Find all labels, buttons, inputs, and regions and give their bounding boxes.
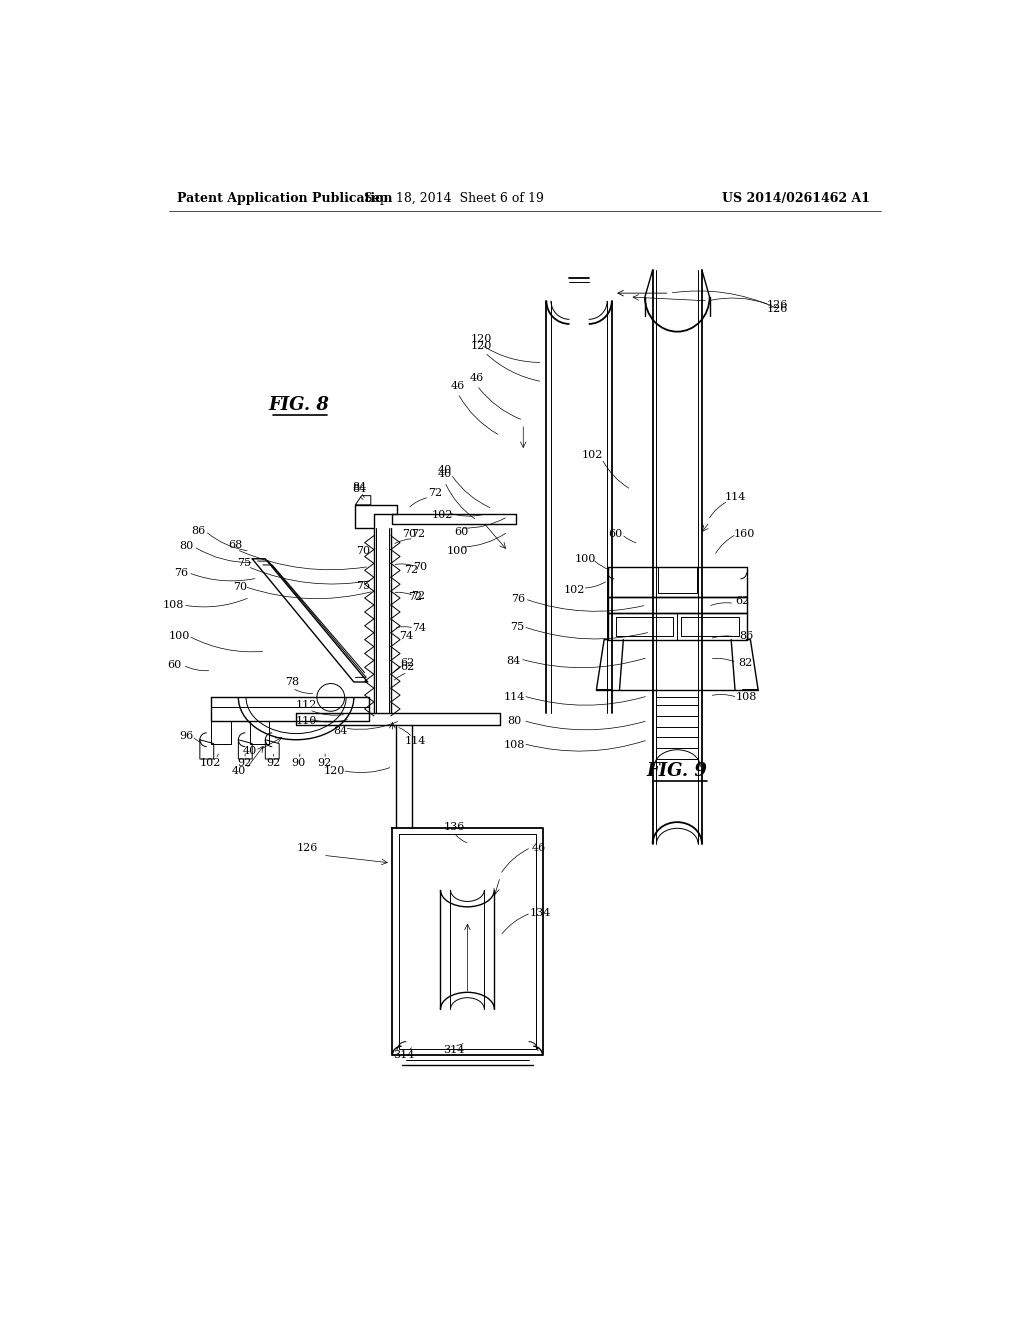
Text: 70: 70	[413, 561, 427, 572]
Text: 114: 114	[504, 693, 524, 702]
Text: 100: 100	[574, 554, 596, 564]
Text: 70: 70	[402, 529, 417, 539]
Text: 74: 74	[399, 631, 414, 640]
Text: 76: 76	[512, 594, 525, 603]
Text: 70: 70	[356, 546, 370, 556]
Text: 126: 126	[297, 842, 318, 853]
Text: 62: 62	[400, 657, 415, 668]
Text: 108: 108	[736, 693, 757, 702]
Text: 80: 80	[507, 715, 521, 726]
Text: 102: 102	[563, 585, 585, 594]
Text: 40: 40	[437, 469, 452, 479]
Text: 86: 86	[191, 527, 206, 536]
Text: 72: 72	[412, 529, 426, 539]
Text: 96: 96	[179, 731, 194, 741]
Text: 82: 82	[738, 657, 753, 668]
Text: Patent Application Publication: Patent Application Publication	[177, 191, 392, 205]
Text: 102: 102	[200, 758, 221, 768]
Text: 75: 75	[356, 581, 370, 591]
Text: 40: 40	[437, 465, 452, 475]
Text: 46: 46	[531, 843, 546, 853]
Text: 60: 60	[167, 660, 181, 671]
Text: 40: 40	[231, 766, 246, 776]
Text: 84: 84	[334, 726, 348, 735]
Text: 46: 46	[470, 372, 484, 383]
Text: 75: 75	[510, 622, 524, 631]
Text: 102: 102	[582, 450, 603, 459]
Text: 68: 68	[228, 540, 243, 550]
Text: 84: 84	[352, 482, 367, 492]
Text: 100: 100	[446, 546, 468, 556]
Text: 108: 108	[504, 741, 524, 750]
Text: 80: 80	[179, 541, 194, 552]
Text: 72: 72	[412, 591, 426, 601]
Text: 136: 136	[443, 822, 465, 832]
Text: 62: 62	[400, 661, 415, 672]
Text: 60: 60	[608, 529, 623, 539]
Text: 112: 112	[296, 700, 316, 710]
Text: 314: 314	[393, 1051, 415, 1060]
Text: 40: 40	[243, 746, 257, 756]
Text: 76: 76	[174, 568, 188, 578]
Text: 120: 120	[470, 334, 492, 345]
Text: 92: 92	[266, 758, 281, 768]
Text: 90: 90	[291, 758, 305, 768]
Text: 120: 120	[470, 341, 492, 351]
Text: FIG. 9: FIG. 9	[647, 762, 708, 780]
Text: 78: 78	[286, 677, 299, 686]
Text: 84: 84	[506, 656, 520, 667]
Text: 114: 114	[404, 735, 426, 746]
Text: 120: 120	[324, 766, 345, 776]
Text: 92: 92	[238, 758, 252, 768]
Text: 74: 74	[413, 623, 426, 634]
Text: 72: 72	[409, 593, 423, 602]
Text: 86: 86	[739, 631, 754, 640]
Text: 72: 72	[428, 488, 441, 499]
Text: FIG. 8: FIG. 8	[268, 396, 329, 413]
Text: 72: 72	[404, 565, 419, 576]
Text: 134: 134	[529, 908, 551, 917]
Text: 102: 102	[432, 510, 453, 520]
Text: 100: 100	[168, 631, 189, 640]
Text: US 2014/0261462 A1: US 2014/0261462 A1	[722, 191, 869, 205]
Text: 160: 160	[733, 529, 755, 539]
Text: 108: 108	[162, 601, 183, 610]
Text: 92: 92	[317, 758, 332, 768]
Text: 70: 70	[232, 582, 247, 591]
Text: 60: 60	[455, 527, 469, 537]
Text: 314: 314	[443, 1045, 465, 1055]
Text: 114: 114	[725, 492, 746, 502]
Text: 110: 110	[296, 715, 316, 726]
Text: 75: 75	[238, 557, 252, 568]
Text: 126: 126	[767, 304, 788, 314]
Text: 84: 84	[352, 484, 367, 495]
Text: 62: 62	[735, 597, 750, 606]
Text: Sep. 18, 2014  Sheet 6 of 19: Sep. 18, 2014 Sheet 6 of 19	[364, 191, 544, 205]
Text: 46: 46	[451, 380, 465, 391]
Text: 126: 126	[767, 300, 788, 310]
